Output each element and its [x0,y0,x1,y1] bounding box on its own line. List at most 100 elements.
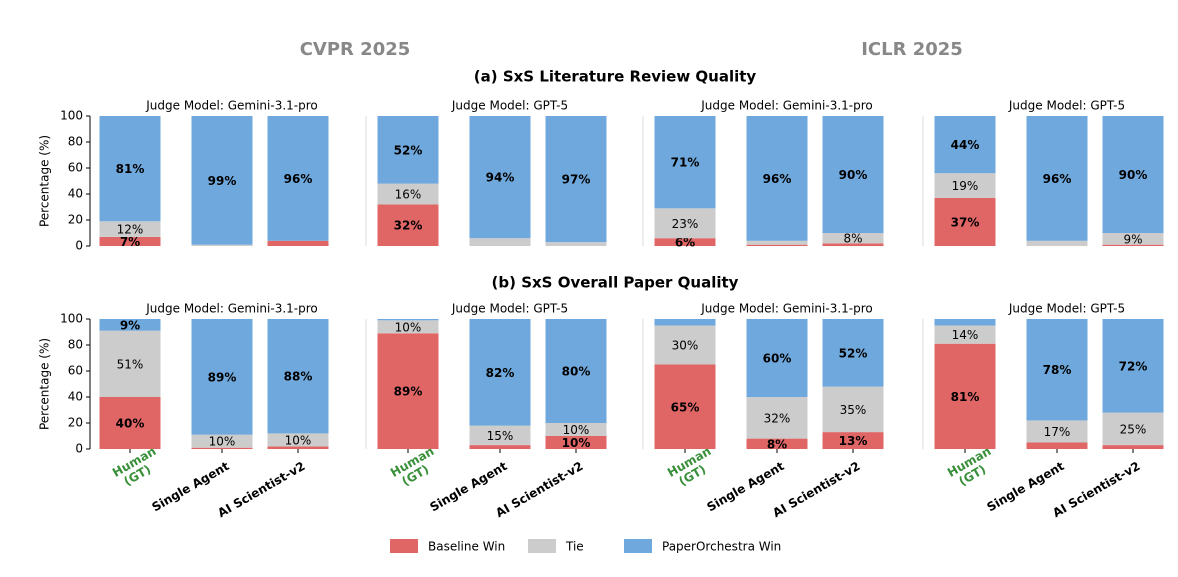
value-label: 52% [394,143,423,157]
bar-segment [99,397,161,449]
bar-segment [377,333,439,449]
value-label: 16% [395,188,422,202]
legend-label: Tie [565,540,584,554]
bar-segment [191,319,253,435]
value-label: 14% [952,328,979,342]
y-tick-label: 80 [68,338,83,352]
bar-segment [99,236,161,246]
bar-segment [191,116,253,245]
value-label: 81% [951,390,980,404]
bar-segment [1102,319,1164,413]
bar-segment [1026,420,1088,443]
bar-segment [191,244,253,246]
section-title: (a) SxS Literature Review Quality [474,68,757,86]
bar-segment [934,325,996,344]
y-tick-label: 0 [75,239,83,253]
bar-segment [822,116,884,233]
value-label: 82% [486,366,515,380]
bar-segment [934,319,996,326]
value-label: 89% [208,370,237,384]
value-label: 72% [1119,359,1148,373]
bar-segment [654,325,716,365]
bar-segment [1102,244,1164,246]
x-tick-label: Human(GT) [110,443,165,490]
bar-segment [267,319,329,434]
subplot-title: Judge Model: Gemini-3.1-pro [145,302,317,316]
bar-segment [267,116,329,241]
bar-segment [746,116,808,241]
bar-segment [654,319,716,326]
bar-segment [822,386,884,433]
value-label: 97% [562,173,591,187]
bar-segment [654,364,716,449]
value-label: 65% [671,400,700,414]
bar-segment [746,438,808,449]
value-label: 30% [672,339,699,353]
value-label: 12% [117,223,144,237]
subplot-title: Judge Model: GPT-5 [1008,302,1125,316]
bar-segment [377,204,439,246]
bar-segment [1026,319,1088,421]
bar-segment [746,240,808,245]
value-label: 51% [117,357,144,371]
value-label: 15% [487,429,514,443]
bar-segment [822,243,884,246]
value-label: 44% [951,138,980,152]
subplot-title: Judge Model: GPT-5 [451,302,568,316]
bar-segment [377,319,439,321]
bar-segment [99,221,161,237]
subplot-title: Judge Model: Gemini-3.1-pro [700,99,872,113]
bar-segment [1026,116,1088,241]
bar-segment [934,343,996,449]
subplot-title: Judge Model: GPT-5 [1008,99,1125,113]
bar-segment [545,116,607,243]
legend-label: PaperOrchestra Win [662,540,781,554]
subplot-title: Judge Model: Gemini-3.1-pro [700,302,872,316]
value-label: 90% [839,168,868,182]
y-tick-label: 40 [68,390,83,404]
bar-segment [545,423,607,436]
bar-segment [99,319,161,331]
bar-segment [746,244,808,246]
bar-segment [469,445,531,449]
legend-swatch [528,539,556,553]
bar-segment [654,238,716,246]
bar-segment [99,330,161,397]
value-label: 8% [767,437,787,451]
bar-segment [267,433,329,447]
value-label: 60% [763,352,792,366]
value-label: 7% [120,235,140,249]
value-label: 10% [395,320,422,334]
bar-segment [934,116,996,174]
bar-segment [822,432,884,449]
value-label: 10% [563,423,590,437]
y-tick-label: 20 [68,416,83,430]
value-label: 10% [562,436,591,450]
legend-label: Baseline Win [428,540,505,554]
value-label: 9% [1123,232,1142,246]
bar-segment [746,319,808,397]
bar-segment [1102,412,1164,446]
value-label: 96% [284,172,313,186]
legend-swatch [390,539,418,553]
value-label: 94% [486,171,515,185]
bar-segment [191,447,253,449]
y-tick-label: 100 [60,312,83,326]
bar-segment [654,208,716,239]
bar-segment [934,197,996,246]
bar-segment [99,116,161,222]
bar-segment [746,397,808,439]
bar-segment [822,233,884,244]
conference-title: ICLR 2025 [861,39,963,60]
value-label: 80% [562,365,591,379]
bar-segment [469,238,531,246]
value-label: 99% [208,174,237,188]
subplot-title: Judge Model: GPT-5 [451,99,568,113]
value-label: 37% [951,215,980,229]
y-tick-label: 0 [75,442,83,456]
value-label: 9% [120,318,140,332]
value-label: 23% [672,217,699,231]
bar-segment [469,319,531,426]
bar-segment [545,319,607,423]
y-tick-label: 80 [68,135,83,149]
